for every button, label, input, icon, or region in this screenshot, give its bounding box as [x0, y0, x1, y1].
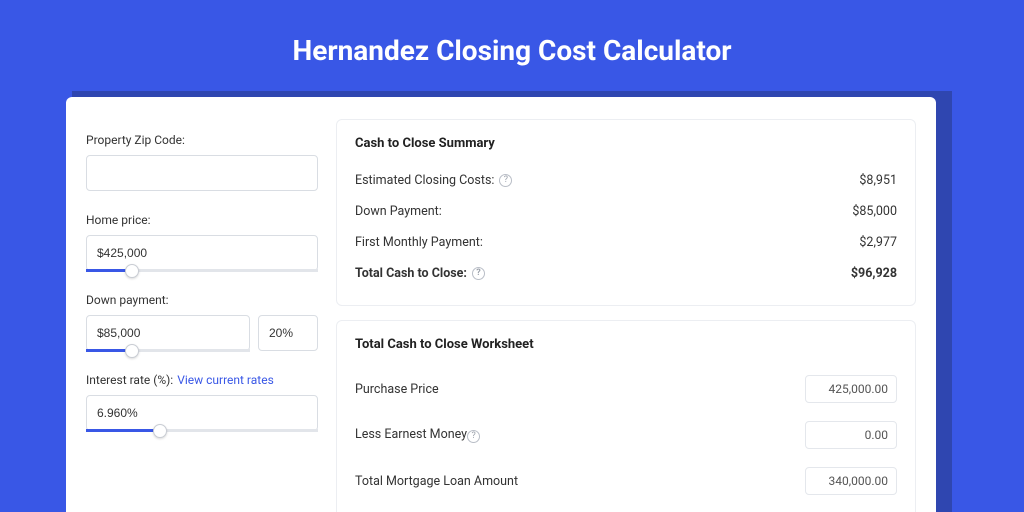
worksheet-row-value[interactable]: 340,000.00	[805, 467, 897, 495]
home-price-slider-wrap	[86, 235, 318, 271]
worksheet-row: Purchase Price 425,000.00	[355, 366, 897, 412]
calculator-card: Property Zip Code: Home price: Down paym…	[66, 97, 936, 512]
summary-row-label: Down Payment:	[355, 204, 442, 219]
worksheet-row-label: Less Earnest Money?	[355, 427, 480, 443]
summary-row-label-text: Estimated Closing Costs:	[355, 173, 494, 188]
home-price-slider-thumb[interactable]	[125, 264, 139, 278]
worksheet-row-label-text: Total Mortgage Loan Amount	[355, 474, 518, 489]
down-payment-field: Down payment:	[86, 293, 318, 351]
interest-slider-thumb[interactable]	[153, 424, 167, 438]
worksheet-row-label: Total Mortgage Loan Amount	[355, 474, 518, 489]
summary-row: Down Payment: $85,000	[355, 196, 897, 227]
summary-row-label-text: Down Payment:	[355, 204, 442, 219]
down-payment-pct-input[interactable]	[258, 315, 318, 351]
zip-input[interactable]	[86, 155, 318, 191]
summary-row-value: $2,977	[859, 235, 897, 250]
interest-slider-wrap	[86, 395, 318, 431]
worksheet-row: Total Mortgage Loan Amount 340,000.00	[355, 458, 897, 504]
summary-panel: Cash to Close Summary Estimated Closing …	[336, 119, 916, 306]
summary-row-label-text: Total Cash to Close:	[355, 266, 467, 281]
help-icon[interactable]: ?	[467, 430, 480, 443]
inputs-column: Property Zip Code: Home price: Down paym…	[86, 119, 318, 512]
summary-row: Total Cash to Close:? $96,928	[355, 258, 897, 289]
summary-row-label-text: First Monthly Payment:	[355, 235, 483, 250]
interest-slider-fill	[86, 429, 160, 432]
worksheet-title: Total Cash to Close Worksheet	[355, 337, 897, 352]
down-payment-slider-thumb[interactable]	[125, 344, 139, 358]
summary-row-label: Estimated Closing Costs:?	[355, 173, 512, 188]
worksheet-row-label: Purchase Price	[355, 382, 439, 397]
help-icon[interactable]: ?	[472, 267, 485, 280]
home-price-label: Home price:	[86, 213, 318, 227]
home-price-field: Home price:	[86, 213, 318, 271]
interest-field: Interest rate (%): View current rates	[86, 373, 318, 431]
card-shadow: Property Zip Code: Home price: Down paym…	[72, 91, 952, 512]
worksheet-row: Less Earnest Money? 0.00	[355, 412, 897, 458]
summary-row: Estimated Closing Costs:? $8,951	[355, 165, 897, 196]
summary-row-value: $85,000	[852, 204, 897, 219]
summary-row-label: Total Cash to Close:?	[355, 266, 485, 281]
summary-row-value: $96,928	[851, 266, 897, 281]
summary-row: First Monthly Payment: $2,977	[355, 227, 897, 258]
worksheet-row-label-text: Purchase Price	[355, 382, 439, 397]
help-icon[interactable]: ?	[499, 174, 512, 187]
summary-row-label: First Monthly Payment:	[355, 235, 483, 250]
home-price-input[interactable]	[86, 235, 318, 271]
worksheet-row-value[interactable]: 0.00	[805, 421, 897, 449]
worksheet-row-label-text: Less Earnest Money	[355, 427, 467, 442]
interest-label-row: Interest rate (%): View current rates	[86, 373, 318, 387]
down-payment-slider-wrap	[86, 315, 250, 351]
summary-row-value: $8,951	[859, 173, 897, 188]
down-payment-input[interactable]	[86, 315, 250, 351]
worksheet-panel: Total Cash to Close Worksheet Purchase P…	[336, 320, 916, 512]
page-title: Hernandez Closing Cost Calculator	[0, 0, 1024, 91]
results-column: Cash to Close Summary Estimated Closing …	[336, 119, 916, 512]
worksheet-row-value[interactable]: 425,000.00	[805, 375, 897, 403]
down-payment-label: Down payment:	[86, 293, 318, 307]
interest-input[interactable]	[86, 395, 318, 431]
zip-field: Property Zip Code:	[86, 133, 318, 191]
worksheet-row: Total Second Mortgage Amount?0.00	[355, 504, 897, 512]
summary-title: Cash to Close Summary	[355, 136, 897, 151]
zip-label: Property Zip Code:	[86, 133, 318, 147]
interest-label: Interest rate (%):	[86, 373, 173, 387]
view-rates-link[interactable]: View current rates	[177, 373, 274, 387]
